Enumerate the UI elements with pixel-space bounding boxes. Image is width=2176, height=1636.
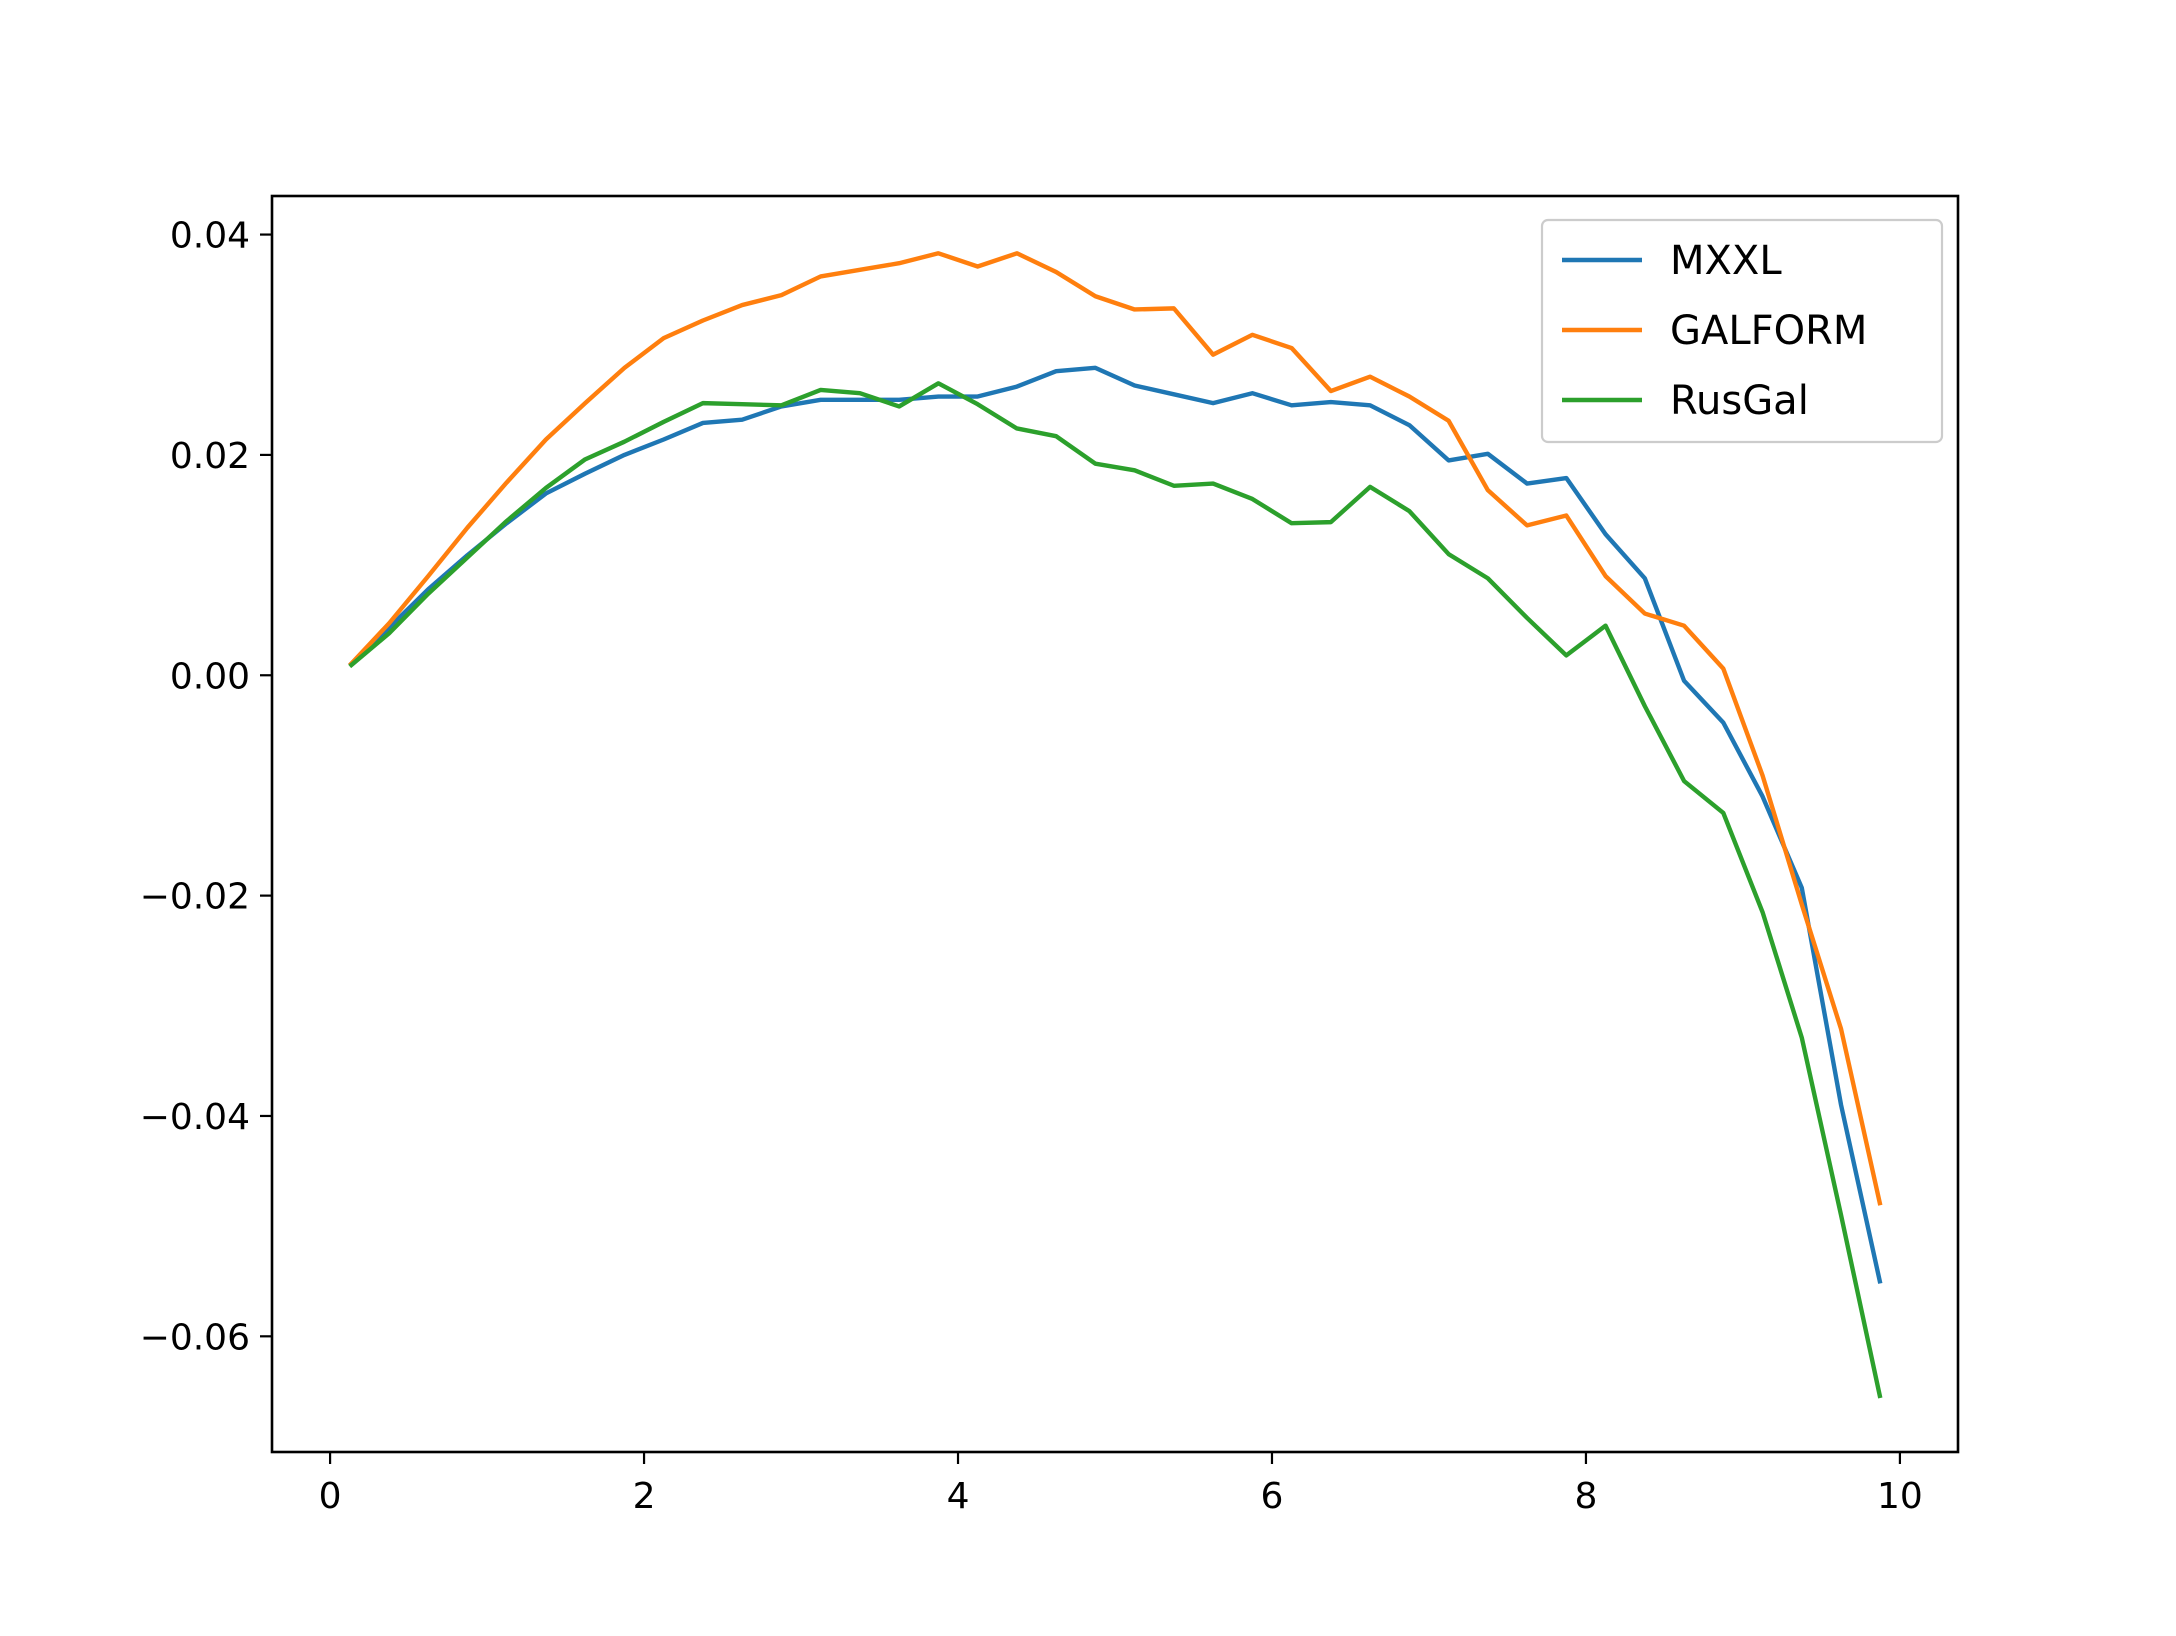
legend-box <box>1540 218 1944 444</box>
legend: MXXL GALFORM RusGal <box>1540 218 1944 444</box>
series-line-galform <box>348 251 1883 1206</box>
x-tick-label: 0 <box>319 1476 342 1517</box>
y-tick-label: 0.04 <box>170 216 250 257</box>
y-tick-label: 0.00 <box>170 656 250 697</box>
plot-area-frame <box>270 194 1960 1454</box>
y-tick-label: −0.06 <box>140 1317 250 1358</box>
y-tick-label: −0.04 <box>140 1097 250 1138</box>
y-axis: 0.04 0.02 0.00 −0.02 −0.04 −0.06 <box>140 216 272 1358</box>
legend-label-mxxl: MXXL <box>1670 238 1782 284</box>
x-tick-label: 2 <box>633 1476 656 1517</box>
y-tick-label: 0.02 <box>170 436 250 477</box>
series-line-mxxl <box>348 365 1883 1284</box>
x-axis: 0 2 4 6 8 10 <box>319 1452 1923 1517</box>
legend-label-rusgal: RusGal <box>1670 378 1809 424</box>
x-tick-label: 4 <box>947 1476 970 1517</box>
x-tick-label: 10 <box>1877 1476 1923 1517</box>
x-tick-label: 8 <box>1574 1476 1597 1517</box>
legend-label-galform: GALFORM <box>1670 308 1867 354</box>
y-tick-label: −0.02 <box>140 877 250 918</box>
series-layer <box>348 251 1883 1399</box>
x-tick-label: 6 <box>1261 1476 1284 1517</box>
series-line-rusgal <box>348 381 1883 1399</box>
